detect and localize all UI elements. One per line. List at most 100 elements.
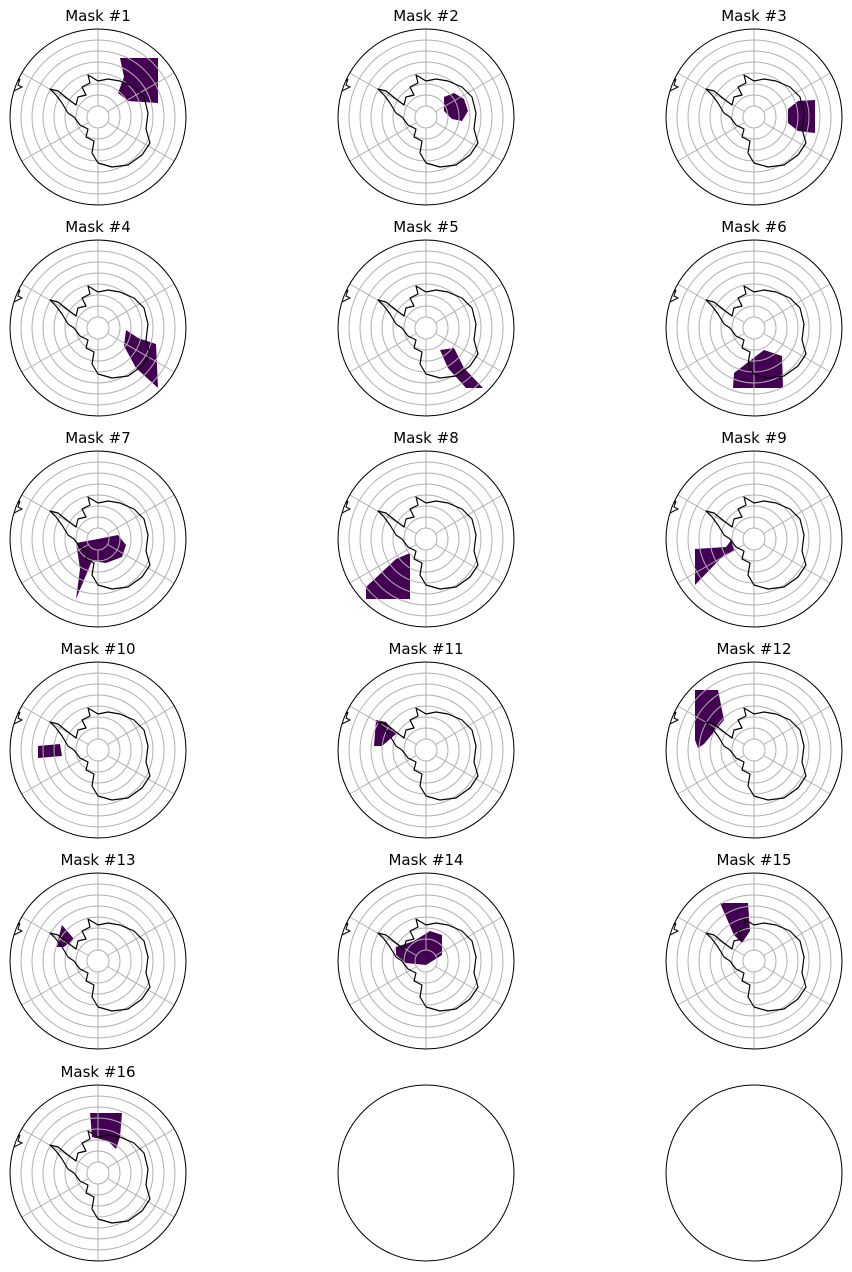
meridian [349,494,417,534]
meridian [435,966,503,1006]
meridian [763,755,831,795]
meridian [107,1128,175,1168]
panel-title: Mask #9 [721,429,787,447]
coastline [49,285,151,379]
map-border [337,28,515,206]
coastline [377,707,479,801]
map-panel: Mask #8 [337,429,515,628]
map-border [665,1084,843,1262]
mask-region [695,690,724,748]
meridian [677,966,745,1006]
meridian [435,333,503,373]
mask-region [733,350,783,388]
map-content [10,873,186,1049]
map-panel [337,1084,515,1262]
coastline [49,496,151,590]
meridian [107,283,175,323]
map-border [9,28,187,206]
meridian [677,122,745,162]
meridian [107,755,175,795]
meridian [21,122,89,162]
meridian [349,966,417,1006]
mask-region [440,348,483,388]
panel-title: Mask #16 [60,1063,135,1081]
meridian [21,916,89,956]
coastline [705,918,807,1012]
latitude-ring [742,105,766,129]
map-content [338,29,514,205]
meridian [435,283,503,323]
map-border [337,1084,515,1262]
map-content [666,451,842,627]
panel-title: Mask #3 [721,7,787,25]
map-content [666,873,842,1049]
map-panel: Mask #9 [665,429,843,628]
map-panel: Mask #16 [9,1063,187,1262]
latitude-ring [86,1161,110,1185]
meridian [107,72,175,112]
coastline [705,496,807,590]
meridian [21,544,89,584]
panel-title: Mask #1 [65,7,131,25]
panel-title: Mask #10 [60,640,135,658]
latitude-ring [742,949,766,973]
latitude-ring [86,949,110,973]
meridian [763,705,831,745]
mask-region [444,93,468,121]
meridian [21,1178,89,1218]
map-panel: Mask #1 [9,7,187,206]
coastline [377,496,479,590]
map-content [338,240,514,416]
coastline [49,74,151,168]
latitude-ring [414,527,438,551]
mask-region [56,925,74,947]
meridian [21,72,89,112]
latitude-ring [414,105,438,129]
meridian [349,72,417,112]
mask-region [76,535,126,599]
meridian [107,705,175,745]
map-content [338,873,514,1049]
map-border [9,661,187,839]
latitude-ring [86,316,110,340]
meridian [677,705,745,745]
panel-title: Mask #14 [388,851,463,869]
coastline [377,74,479,168]
meridian [677,494,745,534]
meridian [349,755,417,795]
meridian [21,755,89,795]
map-border [665,661,843,839]
meridian [107,544,175,584]
map-panel: Mask #4 [9,218,187,417]
map-content [666,662,842,838]
panel-title: Mask #15 [716,851,791,869]
latitude-ring [86,738,110,762]
map-border [665,450,843,628]
map-content [10,240,186,416]
meridian [677,755,745,795]
map-panel: Mask #3 [665,7,843,206]
meridian [677,333,745,373]
meridian [349,283,417,323]
meridian [21,494,89,534]
coastline [377,918,479,1012]
latitude-ring [414,316,438,340]
latitude-ring [86,105,110,129]
meridian [763,333,831,373]
latitude-ring [742,738,766,762]
meridian [763,283,831,323]
meridian [21,283,89,323]
latitude-ring [414,738,438,762]
map-content [10,662,186,838]
panel-title: Mask #6 [721,218,787,236]
meridian [349,705,417,745]
map-border [9,872,187,1050]
meridian [107,1178,175,1218]
map-panel: Mask #5 [337,218,515,417]
map-content [666,240,842,416]
coastline [705,74,807,168]
coastline [705,285,807,379]
meridian [21,966,89,1006]
map-border [337,872,515,1050]
